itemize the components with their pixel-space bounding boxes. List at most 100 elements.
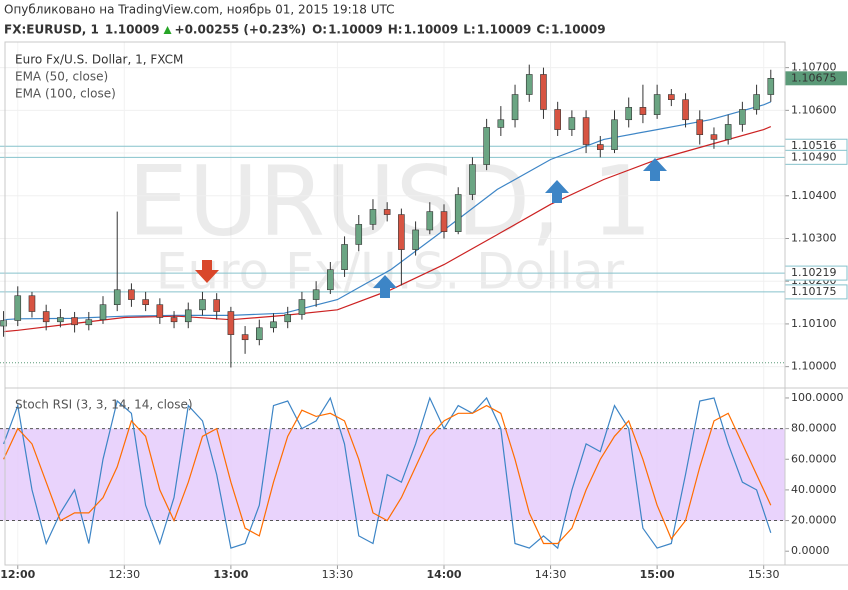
candle-body	[710, 134, 718, 140]
level-label: 1.10219	[791, 266, 837, 279]
candle-body	[213, 299, 220, 312]
oscillator-line	[3, 396, 772, 550]
level-label: 1.10516	[791, 139, 837, 152]
candle-body	[355, 224, 363, 245]
oscillator-line	[3, 404, 772, 545]
down-arrow	[195, 260, 219, 283]
ohlc-value: 1.10009	[404, 23, 459, 37]
candle-body	[454, 194, 462, 232]
candle-body	[554, 109, 561, 130]
candle-body	[753, 94, 760, 110]
current-price-label: 1.10675	[791, 71, 837, 84]
ohlc-value: 1.10009	[477, 23, 532, 37]
ohlc-label: L:	[463, 23, 475, 37]
y-tick-label: 60.0000	[791, 452, 837, 465]
chart-title: Euro Fx/U.S. Dollar, 1, FXCM	[15, 53, 183, 67]
y-tick-label: 1.10400	[791, 189, 837, 202]
candle-body	[398, 214, 405, 250]
candle-body	[369, 209, 377, 225]
candle-body	[14, 295, 22, 321]
legend-entry: EMA (100, close)	[15, 87, 116, 101]
candle-body	[582, 117, 590, 145]
x-tick-label: 13:30	[322, 568, 354, 581]
candle-body	[596, 144, 604, 150]
published-note: Опубликовано на TradingView.com, ноябрь …	[4, 3, 395, 17]
candle-body	[0, 320, 7, 327]
candle-body	[426, 211, 434, 231]
candle-body	[156, 304, 164, 318]
candle-body	[128, 289, 135, 300]
candle-body	[625, 107, 633, 121]
y-tick-label: 80.0000	[791, 422, 837, 435]
x-tick-label: 15:30	[748, 568, 780, 581]
ema-line	[3, 101, 772, 321]
candle-body	[611, 119, 618, 150]
last-price: 1.10009	[105, 23, 160, 37]
y-tick-label: 1.10000	[791, 360, 837, 373]
candle-body	[724, 124, 732, 140]
x-tick-label: 12:30	[108, 568, 140, 581]
candle-body	[298, 299, 306, 315]
up-arrow	[545, 180, 569, 203]
candle-body	[469, 164, 476, 195]
y-tick-label: 1.10700	[791, 61, 837, 74]
candle-body	[440, 211, 448, 232]
candle-body	[497, 119, 505, 128]
current-price-tag	[785, 71, 847, 86]
candle-body	[511, 94, 519, 121]
level-label: 1.10490	[791, 150, 837, 163]
candle-body	[483, 127, 490, 165]
y-tick-label: 20.0000	[791, 514, 837, 527]
candle-body	[341, 244, 348, 270]
x-tick-label: 13:00	[213, 568, 248, 581]
x-tick-label: 15:00	[640, 568, 675, 581]
candle-body	[170, 317, 178, 323]
candle-body	[767, 78, 775, 95]
candle-body	[284, 314, 292, 323]
level-label: 1.10175	[791, 285, 837, 298]
candle-body	[184, 309, 192, 323]
ohlc-value: 1.10009	[551, 23, 606, 37]
ema-line	[3, 126, 772, 333]
y-tick-label: 40.0000	[791, 483, 837, 496]
watermark: Euro Fx/U.S. Dollar	[156, 243, 625, 301]
y-tick-label: 0.0000	[791, 544, 830, 557]
candle-body	[113, 289, 121, 306]
y-tick-label: 100.0000	[791, 391, 844, 404]
ohlc-label: H:	[388, 23, 403, 37]
up-arrow	[643, 158, 667, 181]
candle-body	[99, 304, 107, 320]
axes: 1.100001.101001.102001.103001.104001.105…	[0, 61, 848, 581]
candle-body	[525, 74, 533, 95]
change-icon	[163, 26, 172, 34]
ohlc-value: 1.10009	[328, 23, 383, 37]
candle-body	[199, 299, 206, 311]
up-arrow	[373, 275, 397, 298]
candle-body	[227, 311, 235, 335]
candle-body	[327, 269, 334, 291]
candle-body	[57, 317, 64, 323]
candle-body	[682, 99, 689, 121]
indicator-title: Stoch RSI (3, 3, 14, 14, close)	[15, 398, 193, 412]
candle-body	[739, 109, 746, 125]
candle-body	[412, 229, 419, 250]
candle-body	[241, 334, 249, 341]
candle-body	[270, 321, 277, 329]
candle-body	[653, 94, 661, 115]
oscillator-pane	[0, 396, 785, 550]
candle-body	[85, 319, 93, 326]
watermark: EURUSD, 1	[128, 145, 653, 257]
symbol-line: FX:EURUSD, 1 1.10009 +0.00255 (+0.23%) O: 1.…	[4, 23, 606, 37]
x-tick-label: 14:30	[535, 568, 567, 581]
change: +0.00255 (+0.23%)	[175, 23, 307, 37]
candle-body	[312, 289, 320, 300]
candle-body	[255, 327, 263, 341]
ohlc-label: C:	[536, 23, 550, 37]
candle-body	[142, 299, 149, 306]
y-tick-label: 1.10100	[791, 317, 837, 330]
candle-body	[696, 119, 704, 135]
ohlc-label: O:	[312, 23, 327, 37]
legend-entry: EMA (50, close)	[15, 70, 108, 84]
